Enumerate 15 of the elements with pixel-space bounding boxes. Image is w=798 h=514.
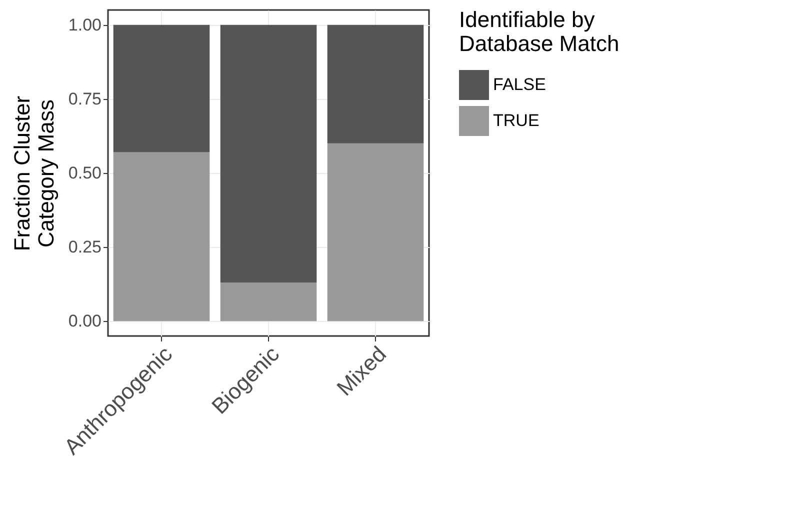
bar xyxy=(113,152,210,322)
bar xyxy=(220,24,317,283)
y-tick-label: 0.50 xyxy=(68,164,102,182)
y-tick-label: 0.00 xyxy=(68,312,102,331)
bar xyxy=(327,143,424,322)
bar xyxy=(327,24,424,144)
y-tick-label: 0.25 xyxy=(68,238,102,257)
legend-label: TRUE xyxy=(493,111,540,130)
legend-title: Identifiable by Database Match xyxy=(459,7,620,56)
legend-label: FALSE xyxy=(493,75,546,94)
y-tick-label: 1.00 xyxy=(68,15,102,34)
y-tick-label: 0.75 xyxy=(68,89,102,108)
bar xyxy=(113,24,210,152)
bar xyxy=(220,282,317,322)
y-axis-title: Fraction Cluster Category Mass xyxy=(9,96,58,252)
